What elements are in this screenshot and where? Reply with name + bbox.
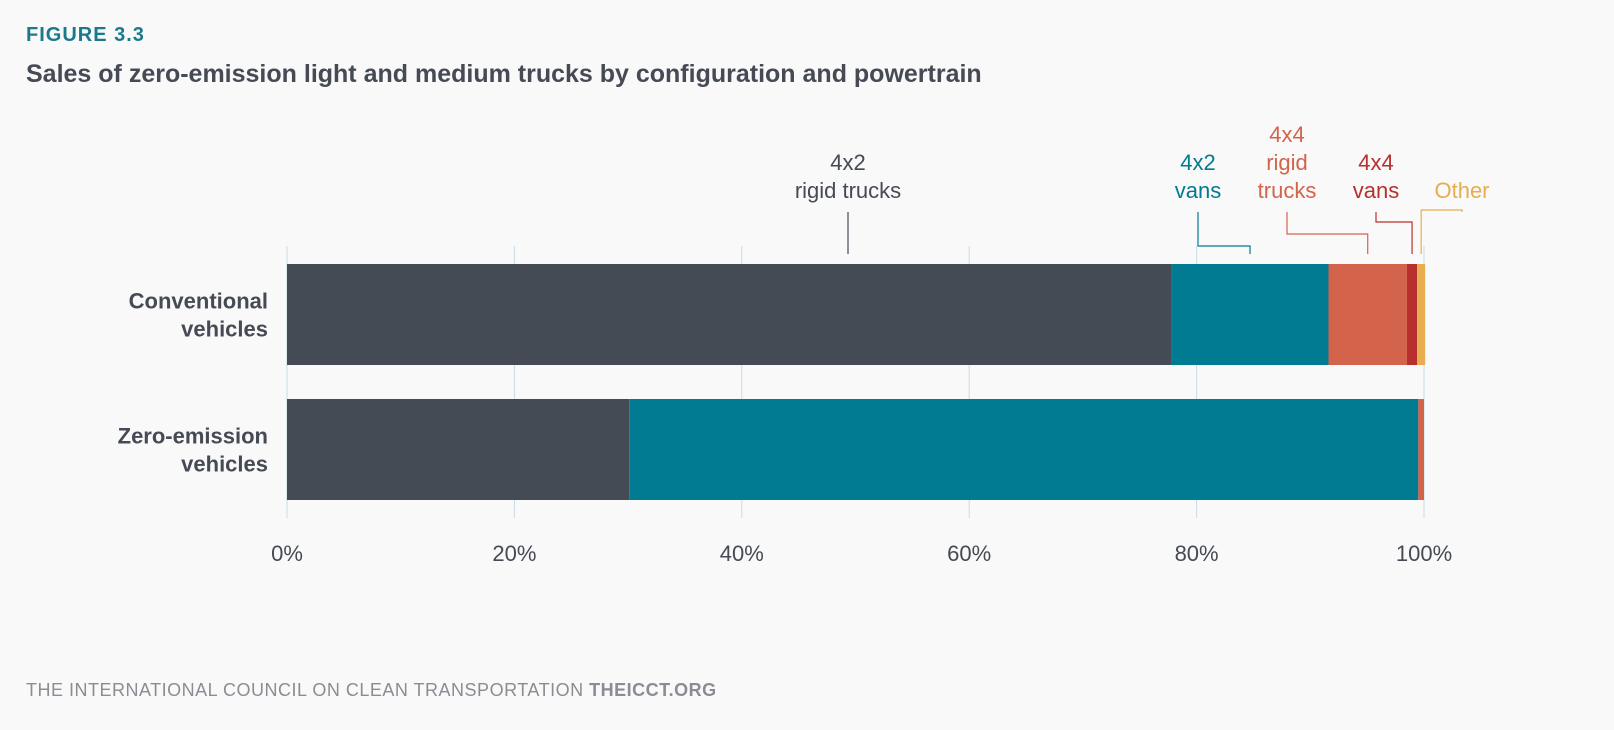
x-tick-label: 80% — [1175, 541, 1219, 566]
x-tick-label: 20% — [492, 541, 536, 566]
footer: THE INTERNATIONAL COUNCIL ON CLEAN TRANS… — [26, 680, 717, 701]
stacked-bar-chart: 4x2 rigid trucks 4x2 vans 4x4 rigid trucks 4x4 v… — [118, 122, 1490, 566]
callout-label-4x4-rigid-trucks: rigid — [1266, 150, 1308, 175]
x-tick-label: 60% — [947, 541, 991, 566]
leader-line-4x4-rigid-trucks — [1286, 212, 1369, 254]
callout-label-4x2-rigid-trucks: rigid trucks — [795, 178, 901, 203]
x-tick-label: 100% — [1396, 541, 1452, 566]
callout-label-4x4-rigid-trucks: 4x4 — [1269, 122, 1304, 147]
callout-label-other: Other — [1434, 178, 1489, 203]
category-label: vehicles — [181, 317, 268, 342]
x-axis-ticks: 0% 20% 40% 60% 80% 100% — [271, 541, 1452, 566]
x-tick-label: 0% — [271, 541, 303, 566]
callout-label-4x4-rigid-trucks: trucks — [1258, 178, 1317, 203]
bars — [287, 264, 1426, 500]
x-tick-label: 40% — [720, 541, 764, 566]
callout-label-4x2-vans: 4x2 — [1180, 150, 1215, 175]
bar-segment-4x2-rigid-trucks — [287, 264, 1172, 365]
leader-line-4x4-vans — [1375, 212, 1413, 254]
figure-number: FIGURE 3.3 — [26, 24, 145, 46]
callout-label-4x2-rigid-trucks: 4x2 — [830, 150, 865, 175]
category-label: vehicles — [181, 452, 268, 477]
bar-segment-other — [1417, 264, 1426, 365]
bar-segment-4x4-rigid-trucks — [1328, 264, 1407, 365]
footer-org: THE INTERNATIONAL COUNCIL ON CLEAN TRANS… — [26, 680, 584, 700]
callout-label-4x4-vans: vans — [1353, 178, 1399, 203]
bar-segment-4x4-rigid-trucks — [1418, 399, 1424, 500]
bar-segment-4x2-rigid-trucks — [287, 399, 630, 500]
category-label: Conventional — [129, 289, 268, 314]
category-labels: Conventional vehicles Zero-emission vehicle… — [118, 289, 268, 477]
bar-segment-4x4-vans — [1406, 264, 1418, 365]
series-callouts: 4x2 rigid trucks 4x2 vans 4x4 rigid trucks 4x4 v… — [795, 122, 1490, 254]
bar-segment-4x2-vans — [1171, 264, 1329, 365]
leader-line-4x2-vans — [1197, 212, 1251, 254]
bar-segment-4x2-vans — [629, 399, 1419, 500]
chart-title: Sales of zero-emission light and medium … — [26, 60, 982, 88]
callout-label-4x4-vans: 4x4 — [1358, 150, 1393, 175]
callout-label-4x2-vans: vans — [1175, 178, 1221, 203]
leader-line-other — [1420, 209, 1463, 254]
category-label: Zero-emission — [118, 424, 268, 449]
footer-site: THEICCT.ORG — [589, 680, 717, 700]
